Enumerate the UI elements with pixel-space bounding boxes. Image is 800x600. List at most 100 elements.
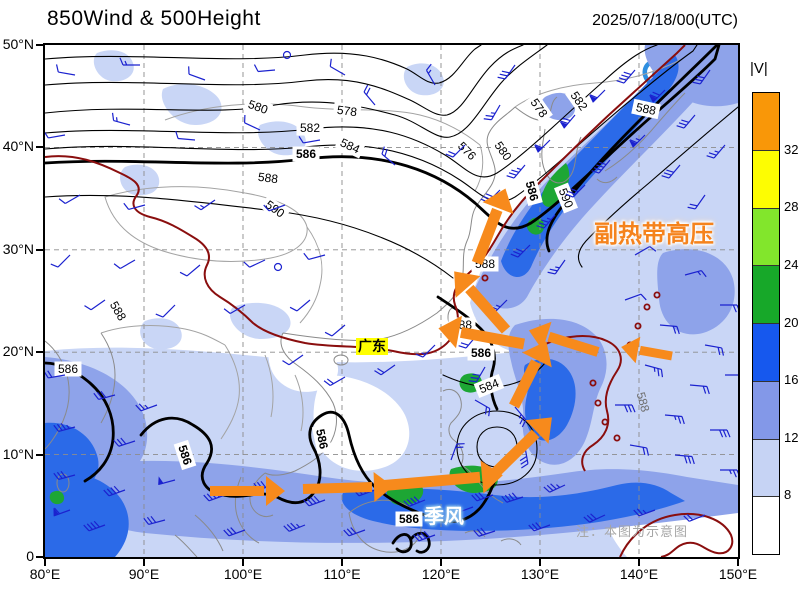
wind-barb [456,504,474,514]
contour-588-dot [594,399,602,407]
contour-value-label: 584 [334,133,366,159]
wind-speed-shade [45,471,129,557]
wind-speed-shade [313,375,410,471]
wind-barb [343,527,366,537]
wind-barb [303,252,326,260]
colorbar-tick-label: 24 [784,256,799,272]
lat-tick [36,556,45,558]
wind-barb [445,144,466,158]
flow-arrow-head [454,271,481,298]
flow-arrow-shaft [639,345,673,361]
wind-barb [629,134,646,148]
flow-arrow-head [480,460,503,494]
wind-barb [450,443,465,461]
svg-text:586: 586 [471,346,491,360]
wind-barb [471,492,494,502]
coastline [348,499,422,553]
flow-arrow-shaft [465,284,511,334]
contour-588-dot [613,434,621,442]
wind-speed-shade [93,50,134,82]
wind-barb [483,104,501,121]
contour-value-label: 588 [104,295,132,327]
colorbar [752,92,780,555]
wind-speed-shade [49,490,65,505]
wind-barb [143,515,166,525]
wind-barb [547,259,566,275]
wind-barb [649,89,666,103]
contour-value-label: 588 [631,98,661,120]
wind-barb [253,64,276,73]
lon-tick-label: 120°E [421,566,461,582]
wind-barb [616,69,636,84]
country-border [220,344,240,440]
lat-tick [36,146,45,149]
wind-barb [283,522,306,532]
lon-tick [638,557,640,566]
lat-tick-label: 50°N [2,36,34,52]
svg-text:578: 578 [336,103,358,120]
wind-barb [689,384,710,395]
contour-value-label: 588 [253,168,283,188]
contour-value-label: 576 [452,136,482,166]
wind-barb [589,89,606,103]
height-contour [45,194,454,279]
wind-barb [403,496,426,507]
wind-barb [111,112,131,126]
contour-value-label: 586 [467,345,495,361]
colorbar-tick-label: 32 [784,141,799,157]
wind-barb [615,404,636,413]
svg-text:586: 586 [175,443,195,467]
wind-barb [473,527,496,537]
monsoon-label: 季风 [424,506,464,528]
svg-text:586: 586 [399,512,419,526]
height-contour [45,45,658,178]
lat-tick [36,248,45,251]
wind-speed-shade [120,164,160,196]
wind-speed-shade [341,482,685,531]
wind-barb [687,194,706,210]
lon-tick-label: 150°E [718,566,758,582]
flow-arrow-head [525,417,552,444]
colorbar-segment [753,207,779,266]
height-contour [45,45,524,116]
wind-barb [223,304,246,315]
contour-588-red [619,513,734,557]
wind-barb [591,159,611,174]
wind-barb [425,63,436,86]
wind-speed-shade [45,422,99,493]
wind-barb [543,483,566,493]
wind-barb [303,495,326,507]
wind-barb [720,469,738,478]
wind-barb [506,164,526,179]
wind-barb [514,406,527,428]
colorbar-tick-label: 28 [784,199,799,215]
colorbar-segment [753,323,779,381]
coastline [45,332,116,450]
wind-barb [659,324,680,335]
lon-tick [242,557,244,566]
wind-barb [158,476,176,485]
country-border [104,186,308,262]
height-contour [577,106,738,268]
wind-barb [243,259,266,268]
flow-arrow-head [522,341,552,368]
colorbar-tick-label: 12 [784,429,799,445]
lon-tick [44,557,46,566]
coastline [249,332,337,518]
height-contour [545,45,719,253]
contour-588-dot [643,303,651,311]
wind-barb [661,164,681,179]
gridline-layer [45,45,738,557]
wind-barb [565,184,586,198]
wind-barb [223,527,246,537]
wind-barb [135,403,158,412]
contour-value-label: 580 [242,95,274,119]
height-contour [45,45,548,138]
watermark-note: 注：本图为示意图 [576,524,689,539]
wind-barb [725,374,738,380]
lat-tick [36,453,45,456]
lon-tick-label: 130°E [520,566,560,582]
wind-barb [103,485,126,497]
svg-text:588: 588 [257,170,279,187]
wind-barb [415,344,436,358]
